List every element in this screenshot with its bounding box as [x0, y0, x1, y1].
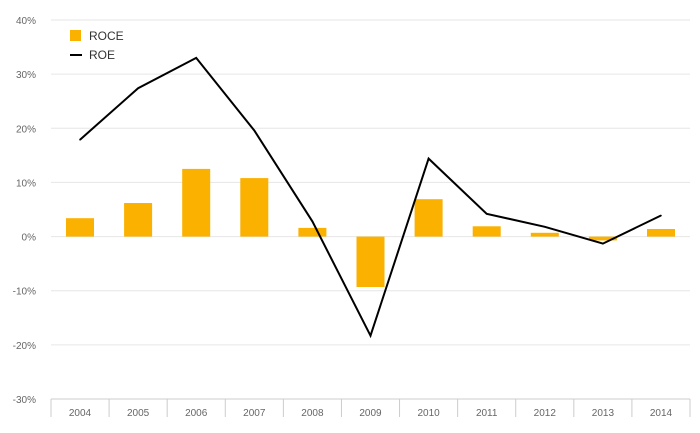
- y-tick-label: 20%: [16, 124, 36, 135]
- legend-swatch-roce: [70, 30, 81, 41]
- y-axis-ticks: -30% -20% -10% 0% 10% 20% 30% 40%: [13, 16, 36, 406]
- roce-bar-2008: [298, 227, 327, 237]
- x-tick-label: 2010: [417, 408, 440, 419]
- roe-point-2008: [311, 220, 314, 223]
- roe-line-layer: [79, 56, 662, 339]
- roce-bar-2009: [356, 236, 385, 287]
- roce-bar-2005: [124, 203, 153, 237]
- x-tick-label: 2004: [69, 408, 92, 419]
- roce-bar-2012: [530, 232, 559, 237]
- roce-bar-2013: [588, 236, 617, 241]
- roce-bar-2011: [472, 226, 501, 237]
- x-tick-label: 2013: [592, 408, 615, 419]
- roe-point-2006: [195, 57, 197, 59]
- roe-point-2014: [660, 214, 662, 217]
- x-tick-label: 2006: [185, 408, 208, 419]
- x-tick-label: 2012: [534, 408, 557, 419]
- roce-bar-2004: [66, 218, 94, 237]
- y-tick-label: -10%: [13, 287, 36, 298]
- roe-point-2011: [485, 213, 488, 215]
- legend-label-roce: ROCE: [89, 29, 124, 43]
- roe-point-2009: [369, 334, 372, 337]
- x-tick-label: 2014: [650, 408, 673, 419]
- gridlines: [51, 19, 690, 346]
- x-tick-label: 2008: [301, 408, 324, 419]
- roe-point-2012: [544, 226, 546, 228]
- roe-point-2010: [427, 157, 430, 160]
- roe-point-2013: [602, 242, 604, 245]
- legend-label-roe: ROE: [89, 48, 115, 62]
- roe-point-2004: [79, 138, 81, 141]
- y-tick-label: -30%: [13, 395, 36, 406]
- roe-point-2005: [137, 87, 139, 89]
- roce-bar-2006: [182, 168, 211, 237]
- roe-point-2007: [253, 129, 256, 132]
- y-tick-label: 0%: [22, 233, 37, 244]
- y-tick-label: 10%: [16, 178, 36, 189]
- y-tick-label: 30%: [16, 70, 36, 81]
- roe-line: [79, 56, 662, 339]
- x-axis: 2004 2005 2006 2007 2008 2009 2010 2011 2012 2013…: [50, 398, 691, 419]
- y-tick-label: 40%: [16, 16, 36, 27]
- x-tick-label: 2005: [127, 408, 150, 419]
- roce-bar-2014: [647, 229, 675, 237]
- roce-bar-2010: [414, 199, 443, 237]
- x-tick-label: 2011: [476, 408, 498, 419]
- roce-bars: [66, 168, 675, 287]
- x-tick-label: 2009: [359, 408, 382, 419]
- y-tick-label: -20%: [13, 341, 36, 352]
- roce-bar-2007: [240, 178, 269, 237]
- legend: ROCE ROE: [70, 29, 124, 62]
- x-tick-label: 2007: [243, 408, 266, 419]
